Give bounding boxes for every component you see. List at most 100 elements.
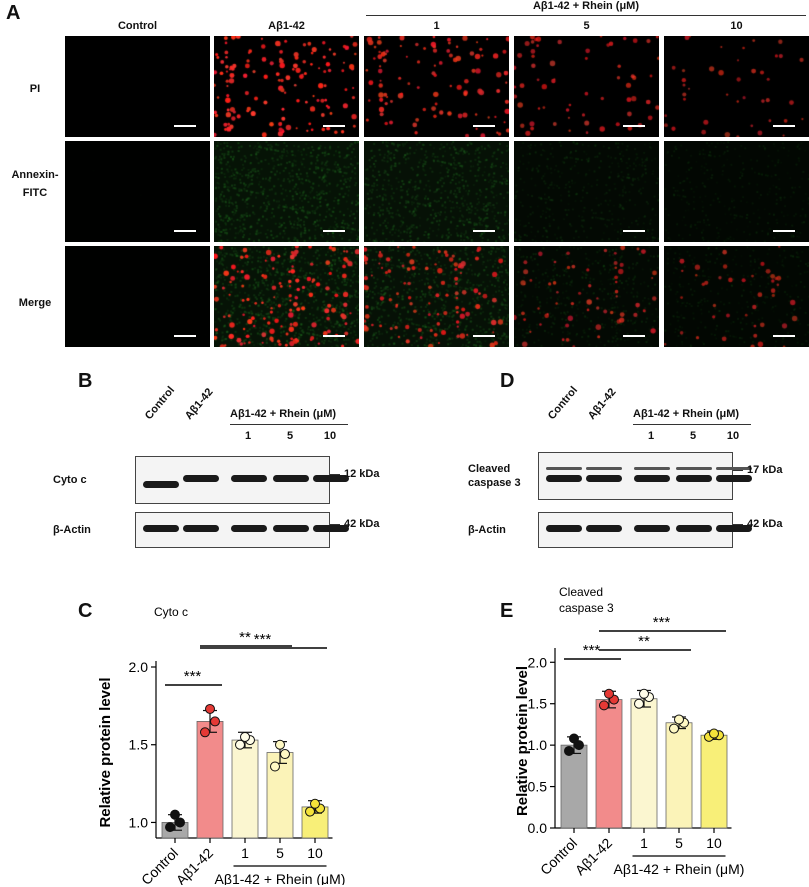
group-label: Aβ1-42 + Rhein (μM): [633, 408, 740, 420]
column-label-3: 5: [583, 20, 590, 32]
micrograph-r2-c1: [214, 246, 359, 347]
data-point-3-2: [674, 714, 684, 725]
data-point-1-0: [200, 727, 210, 738]
lane-label-4: 10: [323, 430, 337, 442]
data-point-2-2: [639, 688, 649, 699]
micrograph-canvas-r1-c1: [214, 141, 359, 242]
x-tick-label-3: 5: [276, 845, 284, 861]
band-1-3: [273, 525, 309, 532]
band-0-3: [273, 475, 309, 482]
band-1-0: [546, 525, 582, 532]
kda-tick-0: [733, 470, 743, 471]
significance-label-1: **: [239, 629, 251, 646]
band-0-3: [676, 475, 712, 482]
x-tick-label-4: 10: [307, 845, 323, 861]
micrograph-canvas-r1-c3: [514, 141, 659, 242]
band-0-2: [634, 475, 670, 482]
panel-d-letter: D: [500, 370, 515, 392]
group-label: Aβ1-42 + Rhein (μM): [215, 871, 346, 885]
micrograph-r2-c4: [664, 246, 809, 347]
scale-bar: [473, 335, 495, 337]
data-point-4-2: [310, 798, 320, 809]
y-tick-label: 1.0: [129, 814, 149, 830]
band-upper-0-3: [676, 467, 712, 470]
micrograph-canvas-r1-c2: [364, 141, 509, 242]
y-axis-label: Relative protein level: [97, 677, 114, 827]
band-1-1: [586, 525, 622, 532]
bar-1: [196, 721, 224, 839]
row-label-1: Annexin- FITC: [11, 169, 59, 199]
y-tick-label: 2.0: [528, 654, 548, 670]
micrograph-r1-c4: [664, 141, 809, 242]
micrograph-canvas-r2-c4: [664, 246, 809, 347]
lane-label-2: 1: [647, 430, 655, 442]
micrograph-r0-c1: [214, 36, 359, 137]
data-point-1-0: [599, 700, 609, 711]
y-tick-label: 1.5: [129, 737, 149, 753]
micrograph-r0-c0: [65, 36, 210, 137]
scale-bar: [773, 335, 795, 337]
scale-bar: [623, 230, 645, 232]
band-1-0: [143, 525, 179, 532]
blot-name-1: β-Actin: [53, 524, 91, 536]
bar-2: [231, 739, 259, 839]
micrograph-canvas-r2-c2: [364, 246, 509, 347]
band-upper-0-2: [634, 467, 670, 470]
scale-bar: [623, 125, 645, 127]
scale-bar: [473, 125, 495, 127]
kda-tick-0: [330, 474, 340, 475]
data-point-0-2: [170, 809, 180, 820]
y-tick-label: 0.5: [528, 779, 548, 795]
band-1-2: [231, 525, 267, 532]
scale-bar: [323, 125, 345, 127]
scale-bar: [773, 125, 795, 127]
band-upper-0-1: [586, 467, 622, 470]
micrograph-r1-c0: [65, 141, 210, 242]
micrograph-canvas-r1-c4: [664, 141, 809, 242]
x-tick-label-2: 1: [640, 835, 648, 851]
micrograph-r0-c2: [364, 36, 509, 137]
micrograph-canvas-r2-c1: [214, 246, 359, 347]
band-1-4: [716, 525, 752, 532]
bar-0: [560, 744, 588, 829]
scale-bar: [773, 230, 795, 232]
x-tick-label-2: 1: [241, 845, 249, 861]
micrograph-canvas-r0-c1: [214, 36, 359, 137]
band-0-2: [231, 475, 267, 482]
scale-bar: [473, 230, 495, 232]
chart-cleaved-caspase-3: Cleaved caspase 3 0.0 0.5 1.0 1.5 2.0Relative …: [514, 585, 744, 879]
scale-bar: [623, 335, 645, 337]
y-tick-label: 1.5: [528, 696, 548, 712]
data-point-4-0: [305, 806, 315, 817]
kda-tick-1: [733, 524, 743, 525]
lane-label-1: Aβ1-42: [585, 386, 619, 422]
data-point-0-2: [569, 733, 579, 744]
chart-title: Cyto c: [154, 605, 188, 619]
data-point-2-0: [634, 698, 644, 709]
micrograph-r2-c0: [65, 246, 210, 347]
data-point-3-1: [280, 749, 290, 760]
group-line: [633, 424, 751, 425]
micrograph-r1-c1: [214, 141, 359, 242]
column-label-2: 1: [433, 20, 440, 32]
x-tick-label-3: 5: [675, 835, 683, 851]
y-tick-label: 0.0: [528, 820, 548, 836]
data-point-0-0: [564, 745, 574, 756]
scale-bar: [174, 125, 196, 127]
blot-name-0: Cleaved caspase 3: [468, 463, 521, 489]
panel-c-letter: C: [78, 600, 93, 622]
data-point-1-2: [604, 688, 614, 699]
micrograph-canvas-r2-c0: [65, 246, 210, 347]
micrograph-r2-c2: [364, 246, 509, 347]
blot-1: [135, 512, 349, 548]
x-tick-label-1: Aβ1-42: [572, 835, 616, 879]
lane-label-0: Control: [545, 384, 581, 422]
kda-label-1: 42 kDa: [344, 518, 380, 530]
lane-label-2: 1: [244, 430, 252, 442]
data-point-0-1: [574, 740, 584, 751]
band-0-1: [586, 475, 622, 482]
significance-label-1: **: [638, 633, 650, 650]
band-upper-0-0: [546, 467, 582, 470]
scale-bar: [174, 335, 196, 337]
